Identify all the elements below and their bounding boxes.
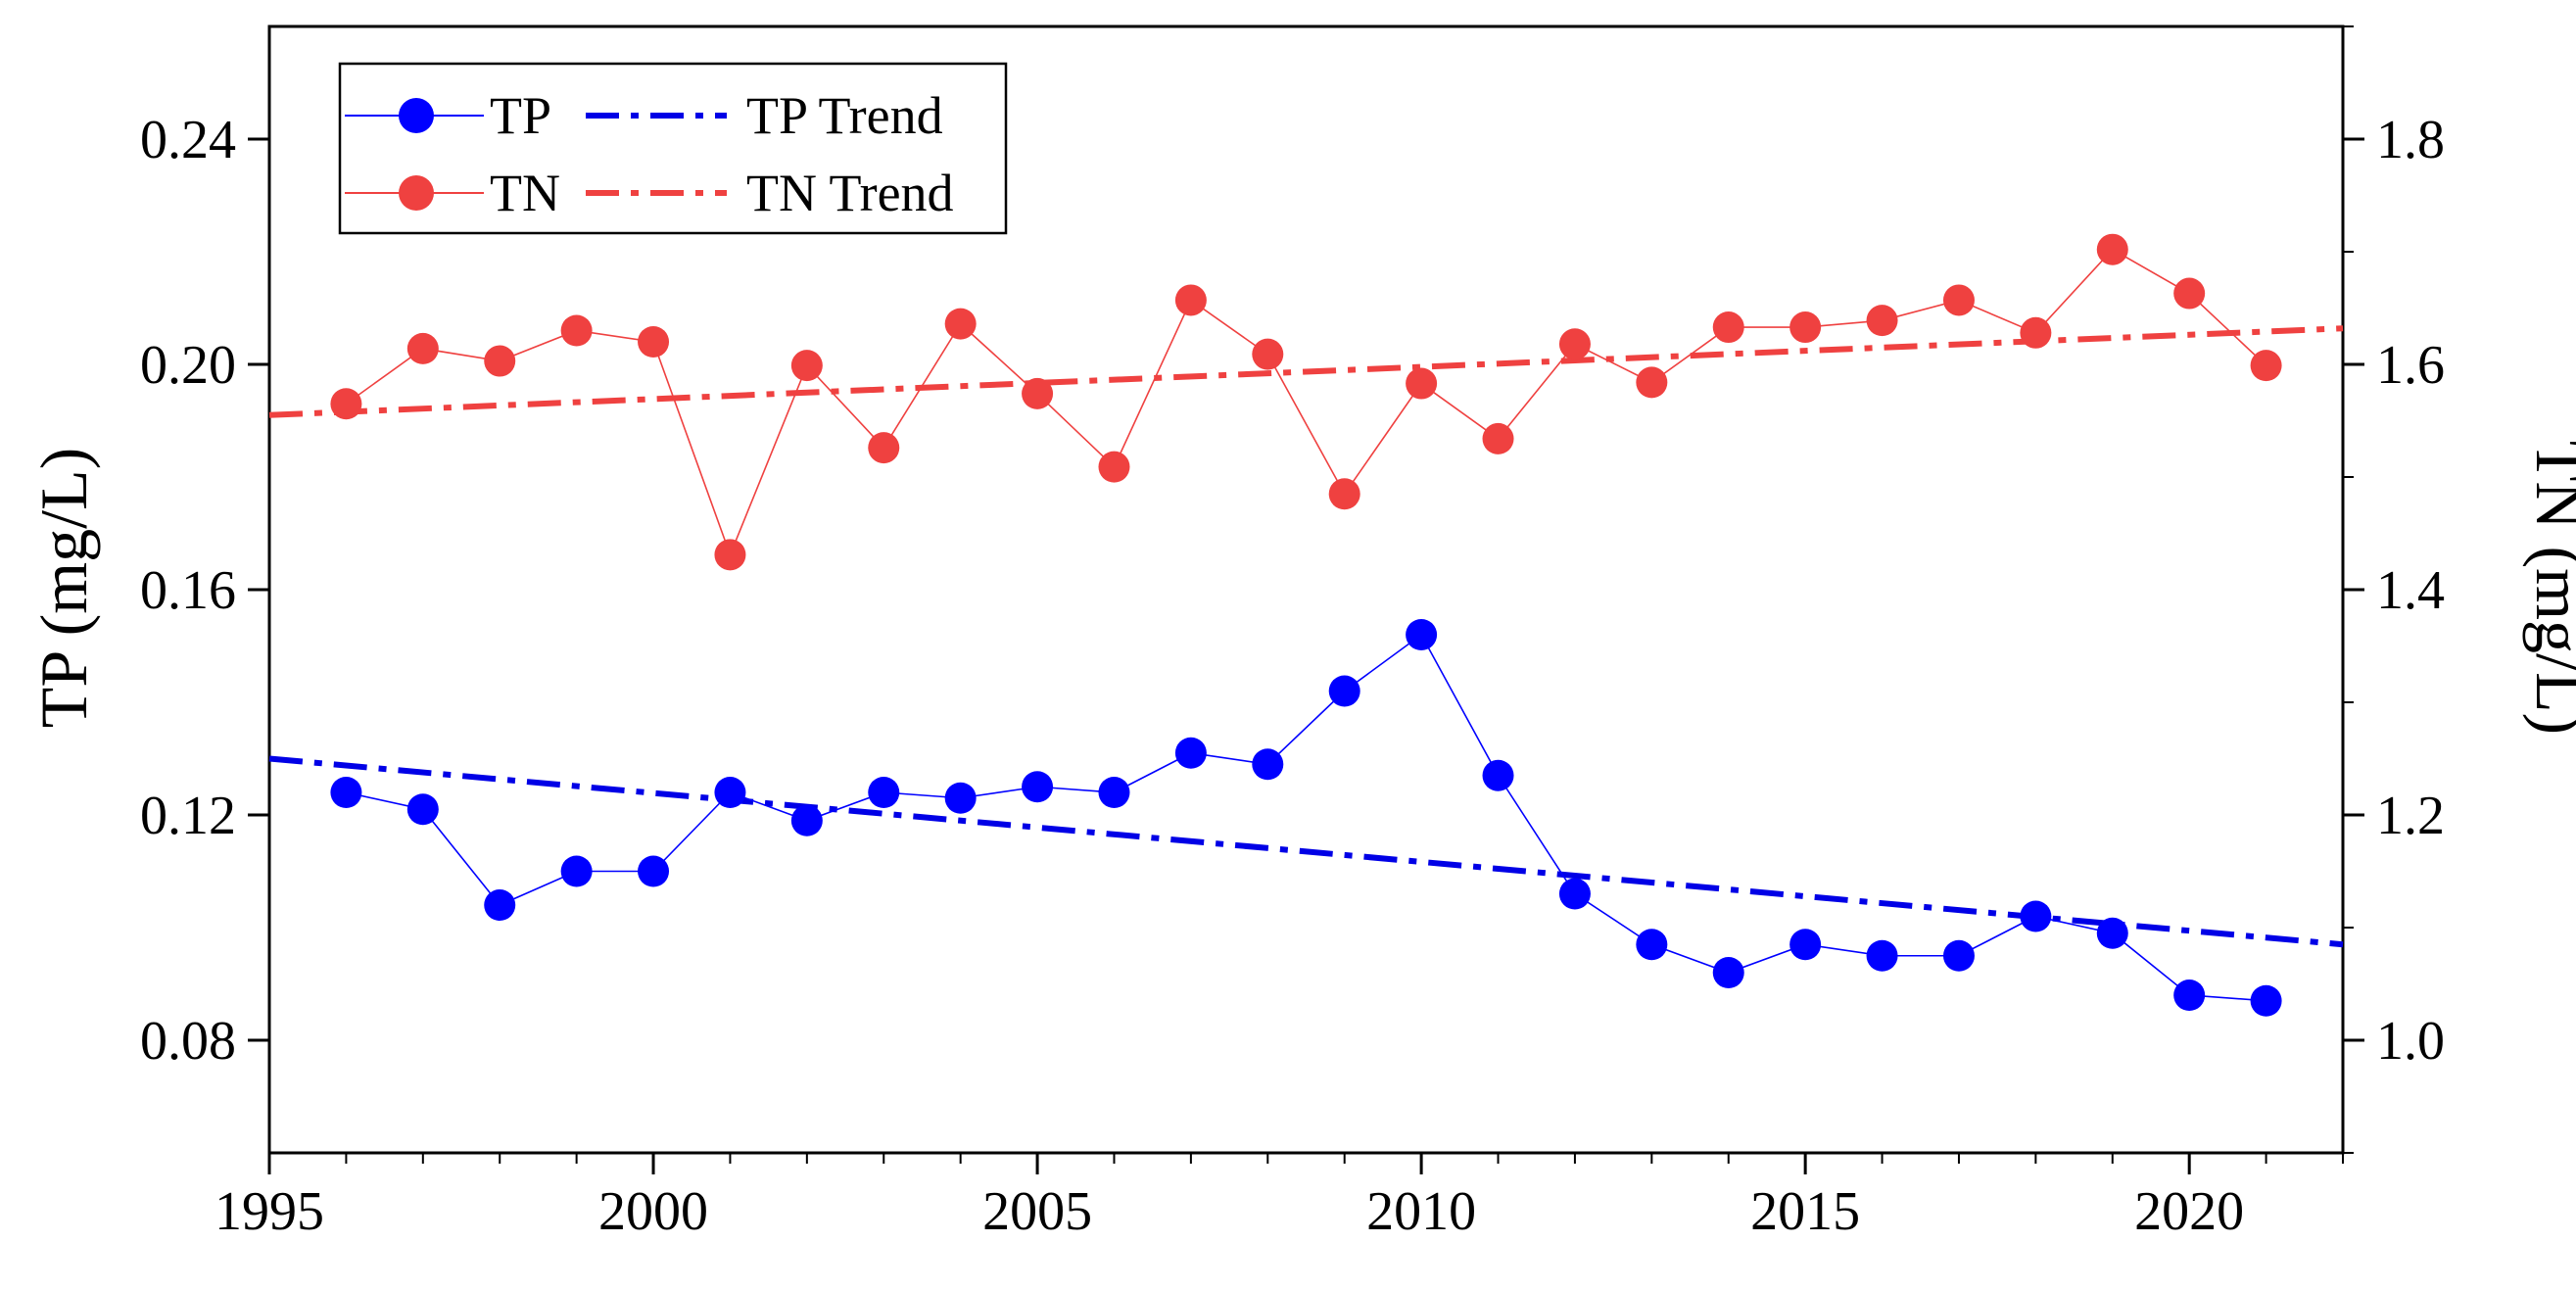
tp-point: [1866, 939, 1898, 972]
y-axis-right-title: TN (mg/L): [2522, 441, 2576, 735]
y-right-tick-label: 1.6: [2376, 335, 2445, 396]
tn-trend-line: [268, 325, 2344, 418]
y-right-tick-label: 1.2: [2376, 786, 2445, 846]
tp-point: [638, 855, 670, 887]
x-axis-ticks: 1995 2000 2005 2010 2015 2020: [215, 1153, 2344, 1242]
tp-point: [406, 793, 439, 826]
tn-point: [330, 388, 362, 420]
tp-point: [1942, 939, 1975, 972]
tp-point: [714, 777, 746, 808]
legend-tn-marker: [399, 175, 434, 211]
x-tick-label: 2005: [982, 1181, 1092, 1242]
tn-point: [790, 350, 823, 382]
tn-point: [944, 308, 977, 340]
tn-point: [868, 432, 900, 464]
tp-point: [944, 782, 977, 814]
tn-point: [2250, 350, 2282, 382]
tn-point: [1482, 422, 1514, 454]
tn-point: [1328, 478, 1360, 510]
y-left-tick-label: 0.20: [140, 335, 236, 396]
tn-point: [560, 314, 593, 347]
y-left-tick-label: 0.24: [140, 110, 236, 170]
tp-point: [1558, 878, 1591, 910]
y-right-tick-label: 1.0: [2376, 1011, 2445, 1072]
tn-series-line: [345, 248, 2267, 557]
tn-point: [1558, 328, 1591, 360]
tp-series-line: [346, 633, 2266, 1002]
y-right-tick-label: 1.4: [2376, 560, 2445, 621]
y-axis-left-title: TP (mg/L): [26, 448, 101, 728]
tn-point: [714, 539, 746, 571]
tp-point: [1022, 771, 1054, 803]
tp-point: [560, 855, 593, 887]
tn-point: [1098, 451, 1130, 483]
y-axis-left-ticks: 0.08 0.12 0.16 0.20 0.24: [140, 110, 269, 1072]
tp-point: [2173, 979, 2206, 1011]
x-tick-label: 1995: [215, 1181, 324, 1242]
tn-point: [484, 345, 516, 377]
tn-point: [1174, 284, 1207, 316]
tp-point: [1328, 675, 1360, 707]
tn-point: [1942, 284, 1975, 316]
y-left-tick-label: 0.16: [140, 560, 236, 621]
tp-point: [1098, 777, 1130, 808]
legend-tp-trend-label: TP Trend: [746, 86, 943, 145]
tn-point: [1712, 311, 1744, 344]
x-tick-label: 2010: [1366, 1181, 1476, 1242]
legend: TP TP Trend TN TN Trend: [338, 62, 1008, 235]
x-tick-label: 2020: [2134, 1181, 2244, 1242]
tp-point: [2096, 917, 2128, 949]
plot-area: [268, 233, 2344, 1017]
tn-point: [1866, 305, 1898, 337]
tp-point: [2250, 984, 2282, 1017]
y-right-tick-label: 1.8: [2376, 110, 2445, 170]
tp-point: [2020, 900, 2052, 932]
tp-point: [1482, 759, 1514, 791]
x-tick-label: 2015: [1750, 1181, 1860, 1242]
tn-point: [2020, 316, 2052, 349]
legend-tp-label: TP: [490, 86, 551, 145]
tp-point: [868, 777, 900, 808]
legend-tn-trend-label: TN Trend: [746, 164, 954, 222]
tn-point: [1636, 366, 1668, 399]
tn-point: [2096, 233, 2128, 265]
tp-point: [1712, 957, 1744, 988]
legend-tp-marker: [399, 98, 434, 133]
tn-point: [1406, 367, 1438, 400]
tp-point: [330, 777, 362, 808]
legend-frame: [338, 62, 1008, 235]
tn-point: [1022, 377, 1054, 409]
tn-point: [406, 332, 439, 364]
tp-trend-line: [268, 755, 2344, 948]
y-left-tick-label: 0.08: [140, 1011, 236, 1072]
tp-point: [1252, 748, 1284, 781]
tp-point: [1406, 619, 1438, 650]
tp-point: [1636, 929, 1668, 961]
tp-point: [1789, 929, 1822, 961]
y-axis-right-ticks: 1.0 1.2 1.4 1.6 1.8: [2343, 25, 2445, 1154]
tp-point: [484, 889, 516, 921]
legend-tn-label: TN: [490, 164, 560, 222]
tn-point: [638, 326, 670, 358]
tn-point: [1789, 311, 1822, 344]
tp-point: [790, 804, 823, 836]
y-left-tick-label: 0.12: [140, 786, 236, 846]
tp-point: [1174, 737, 1207, 769]
tn-point: [2173, 277, 2206, 310]
tn-point: [1252, 338, 1284, 370]
x-tick-label: 2000: [598, 1181, 708, 1242]
